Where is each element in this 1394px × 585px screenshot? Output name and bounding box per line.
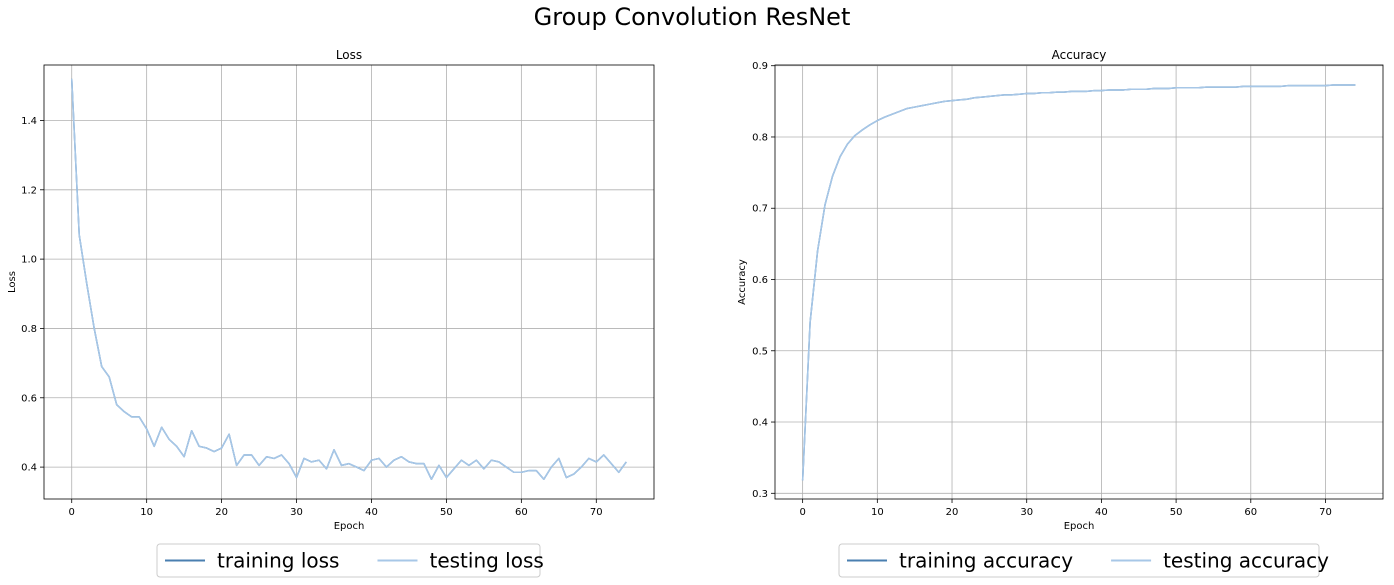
- x-tick-label: 50: [1170, 507, 1183, 518]
- x-tick-label: 40: [365, 507, 378, 518]
- legend: training accuracy testing accuracy: [838, 543, 1329, 578]
- axes-frame: [43, 64, 655, 500]
- training-series-line: [70, 78, 627, 480]
- panel-title: Loss: [336, 48, 362, 62]
- x-tick-label: 0: [799, 507, 805, 518]
- y-tick-label: 0.6: [752, 275, 768, 286]
- x-tick-label: 30: [290, 507, 303, 518]
- y-tick-label: 1.4: [21, 116, 37, 127]
- y-axis-label: Accuracy: [737, 259, 748, 305]
- y-tick-label: 0.7: [752, 204, 768, 215]
- x-tick-label: 60: [515, 507, 528, 518]
- x-tick-label: 70: [1319, 507, 1332, 518]
- y-tick-label: 0.8: [752, 132, 768, 143]
- x-tick-label: 10: [140, 507, 153, 518]
- x-tick-label: 40: [1095, 507, 1108, 518]
- legend-label: testing accuracy: [1163, 549, 1329, 573]
- testing-series-line: [801, 84, 1356, 481]
- legend-box: [156, 543, 541, 578]
- x-tick-label: 50: [440, 507, 453, 518]
- x-tick-label: 20: [946, 507, 959, 518]
- x-tick-label: 10: [871, 507, 884, 518]
- y-tick-label: 0.5: [752, 346, 768, 357]
- legend-label: training accuracy: [899, 549, 1073, 573]
- figure-title: Group Convolution ResNet: [534, 3, 851, 31]
- x-axis-label: Epoch: [334, 521, 365, 532]
- axes-frame: [774, 64, 1384, 500]
- x-tick-label: 70: [590, 507, 603, 518]
- legend-box: [838, 543, 1320, 578]
- y-axis-label: Loss: [7, 271, 18, 293]
- panel-title: Accuracy: [1052, 48, 1107, 62]
- x-tick-label: 0: [69, 507, 75, 518]
- y-tick-label: 0.6: [21, 393, 37, 404]
- training-series-line: [801, 84, 1356, 481]
- legend: training loss testing loss: [156, 543, 544, 578]
- y-tick-label: 0.8: [21, 324, 37, 335]
- y-tick-label: 1.0: [21, 255, 37, 266]
- y-tick-label: 0.4: [21, 463, 37, 474]
- x-tick-label: 60: [1244, 507, 1257, 518]
- x-tick-label: 30: [1020, 507, 1033, 518]
- y-tick-label: 0.4: [752, 418, 768, 429]
- legend-label: training loss: [217, 549, 339, 573]
- legend-label: testing loss: [429, 549, 543, 573]
- y-tick-label: 0.3: [752, 489, 768, 500]
- testing-series-line: [70, 78, 627, 480]
- accuracy-panel: 0 10 20 30 40 50 60 70 0.3 0.4 0.5 0.6 0.7 0.8 0.9 Accu…: [737, 48, 1384, 578]
- y-tick-label: 0.9: [752, 61, 768, 72]
- y-tick-label: 1.2: [21, 185, 37, 196]
- loss-panel: 0 10 20 30 40 50 60 70 0.4 0.6 0.8 1.0 1.2 1.4 Loss Epo…: [7, 48, 655, 578]
- x-tick-label: 20: [215, 507, 228, 518]
- x-axis-label: Epoch: [1064, 521, 1095, 532]
